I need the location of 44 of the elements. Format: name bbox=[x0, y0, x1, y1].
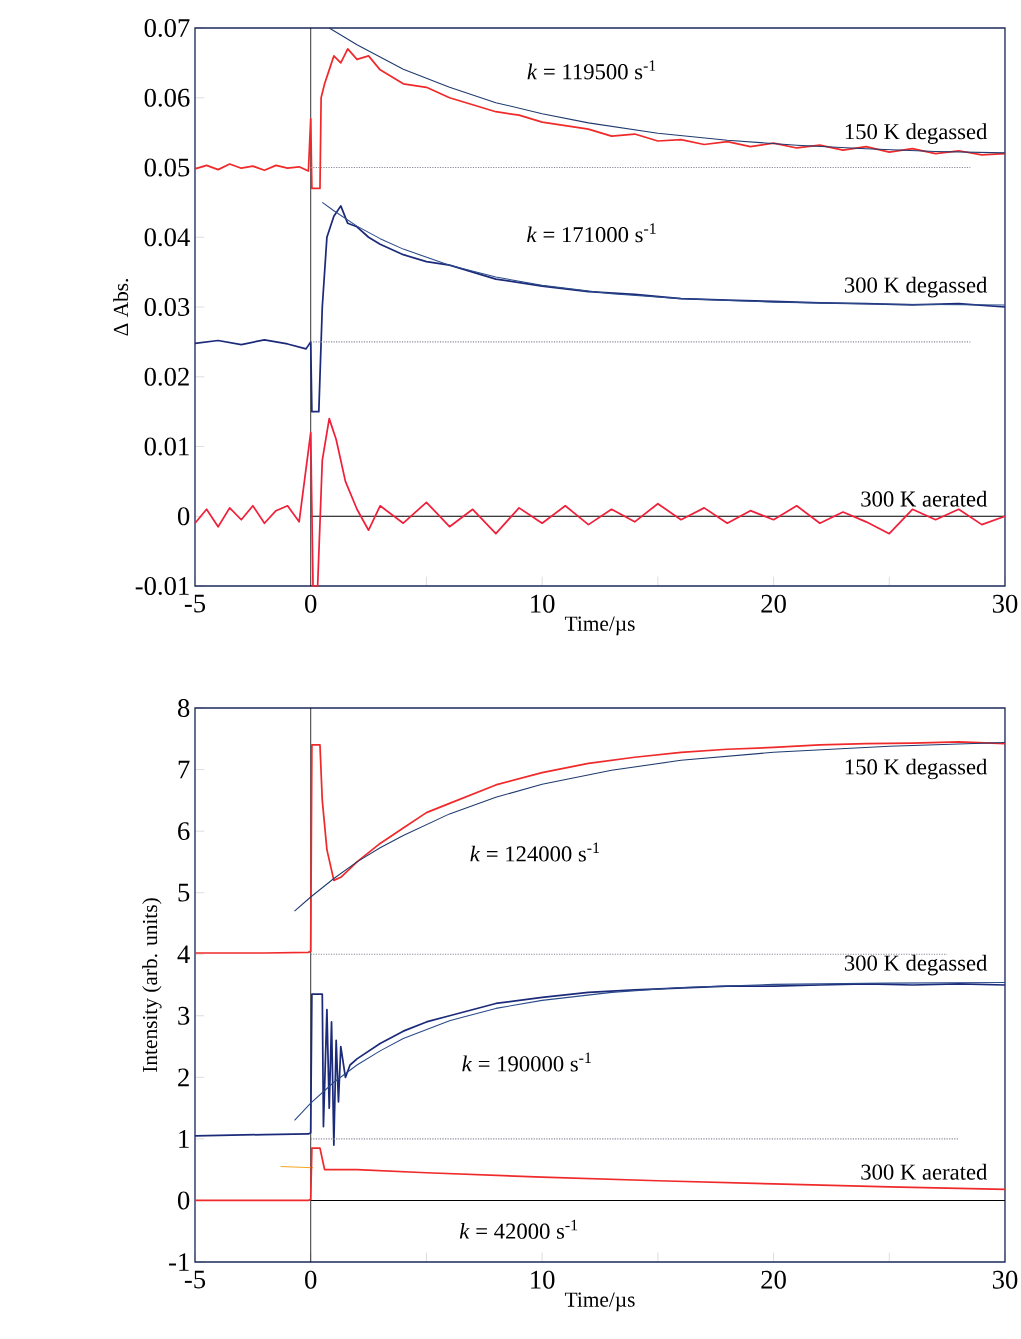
y-tick-label: 0 bbox=[177, 1191, 190, 1210]
annotation: k = 42000 s$^{-1}$ bbox=[459, 1219, 578, 1239]
series-label: 300 K aerated bbox=[861, 490, 988, 507]
y-tick-label: -1 bbox=[169, 1253, 189, 1271]
y-tick-label: 5 bbox=[178, 883, 190, 902]
series-label: 300 K degassed bbox=[844, 954, 988, 976]
y-tick-label: 0.07 bbox=[144, 18, 190, 38]
x-axis-title: Time/µs bbox=[564, 1292, 635, 1312]
x-tick-label: 20 bbox=[761, 1270, 786, 1289]
y-tick-label: 0.01 bbox=[144, 437, 189, 456]
y-tick-label: 3 bbox=[178, 1006, 190, 1025]
x-tick-label: -5 bbox=[184, 594, 206, 613]
annotation: k = 119500 s$^{-1}$ bbox=[527, 60, 656, 80]
annotation: k = 171000 s$^{-1}$ bbox=[527, 223, 656, 243]
series-label: 300 K aerated bbox=[861, 1163, 988, 1180]
y-axis-title: Δ Abs. bbox=[113, 279, 129, 336]
x-axis-title: Time/µs bbox=[564, 616, 635, 636]
y-tick-label: 4 bbox=[177, 945, 190, 963]
y-tick-label: 1 bbox=[179, 1130, 189, 1148]
x-tick-label: 0 bbox=[305, 594, 317, 613]
annotation: k = 190000 s$^{-1}$ bbox=[462, 1052, 591, 1072]
x-tick-label: 30 bbox=[992, 594, 1018, 613]
y-tick-label: -0.01 bbox=[135, 576, 189, 596]
x-tick-label: -5 bbox=[184, 1270, 206, 1289]
y-tick-label: 0.02 bbox=[144, 367, 189, 386]
y-axis-title: Intensity (arb. units) bbox=[142, 898, 162, 1072]
annotation: k = 124000 s$^{-1}$ bbox=[470, 842, 600, 862]
x-tick-label: 0 bbox=[305, 1270, 317, 1289]
x-tick-label: 10 bbox=[531, 1270, 555, 1289]
y-tick-label: 7 bbox=[178, 760, 190, 779]
x-tick-label: 10 bbox=[531, 594, 555, 613]
y-tick-label: 0 bbox=[177, 507, 190, 526]
y-tick-label: 0.05 bbox=[144, 158, 190, 177]
x-tick-label: 20 bbox=[761, 594, 786, 613]
y-tick-label: 6 bbox=[178, 822, 190, 841]
series-label: 150 K degassed bbox=[845, 758, 988, 780]
y-tick-label: 0.06 bbox=[144, 88, 190, 107]
x-tick-label: 30 bbox=[992, 1270, 1018, 1289]
y-tick-label: 0.04 bbox=[144, 228, 190, 247]
y-tick-label: 2 bbox=[178, 1068, 189, 1087]
y-tick-label: 8 bbox=[177, 699, 190, 717]
y-tick-label: 0.03 bbox=[144, 297, 190, 317]
series-label: 300 K degassed bbox=[844, 276, 988, 298]
series-label: 150 K degassed bbox=[845, 123, 988, 144]
